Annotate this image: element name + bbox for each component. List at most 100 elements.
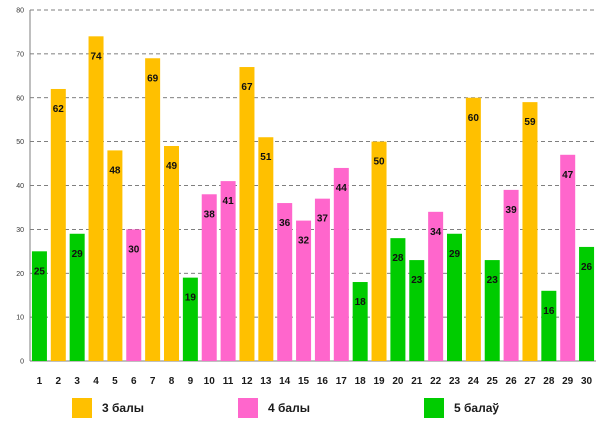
bar-10 bbox=[201, 194, 217, 361]
y-tick-label: 80 bbox=[16, 8, 24, 15]
bar-5 bbox=[107, 150, 123, 361]
legend-swatch-4 bbox=[238, 398, 258, 418]
x-tick-label: 2 bbox=[56, 376, 62, 387]
y-tick-label: 0 bbox=[20, 359, 24, 366]
x-tick-label: 6 bbox=[131, 376, 137, 387]
x-tick-label: 28 bbox=[543, 376, 555, 387]
data-label: 28 bbox=[392, 253, 404, 264]
x-tick-label: 11 bbox=[223, 376, 234, 387]
x-tick-label: 26 bbox=[506, 376, 518, 387]
legend-item-5: 5 балаў bbox=[424, 397, 499, 419]
legend-label-4: 4 балы bbox=[268, 401, 310, 415]
data-label: 44 bbox=[336, 183, 348, 194]
data-label: 39 bbox=[506, 205, 518, 216]
data-label: 50 bbox=[373, 157, 385, 168]
bar-15 bbox=[296, 220, 312, 361]
x-tick-label: 9 bbox=[188, 376, 194, 387]
x-tick-label: 3 bbox=[74, 376, 80, 387]
bar-18 bbox=[352, 282, 368, 361]
y-tick-label: 30 bbox=[16, 227, 24, 234]
bar-9 bbox=[182, 277, 198, 361]
bar-20 bbox=[390, 238, 406, 361]
data-label: 60 bbox=[468, 113, 480, 124]
data-label: 48 bbox=[109, 165, 121, 176]
data-labels: 25 62 29 74 48 30 69 49 19 38 41 67 51 36 32 37 44 18 50 28… bbox=[34, 51, 593, 316]
data-label: 38 bbox=[204, 209, 216, 220]
bar-26 bbox=[503, 189, 519, 361]
bar-30 bbox=[579, 246, 595, 361]
x-tick-label: 25 bbox=[487, 376, 499, 387]
data-label: 25 bbox=[34, 266, 46, 277]
x-tick-label: 27 bbox=[524, 376, 536, 387]
x-tick-label: 20 bbox=[392, 376, 404, 387]
bar-12 bbox=[239, 67, 255, 361]
x-tick-label: 16 bbox=[317, 376, 329, 387]
bar-14 bbox=[277, 203, 293, 361]
data-label: 74 bbox=[90, 51, 102, 62]
data-label: 47 bbox=[562, 170, 574, 181]
bar-8 bbox=[164, 146, 179, 361]
bar-13 bbox=[258, 137, 274, 361]
x-tick-label: 14 bbox=[279, 376, 291, 387]
x-tick-label: 18 bbox=[355, 376, 367, 387]
data-label: 34 bbox=[430, 227, 442, 238]
x-tick-label: 1 bbox=[37, 376, 43, 387]
data-label: 16 bbox=[543, 306, 555, 317]
x-tick-label: 7 bbox=[150, 376, 156, 387]
bar-2 bbox=[50, 88, 66, 361]
data-label: 30 bbox=[128, 244, 140, 255]
x-tick-label: 8 bbox=[169, 376, 175, 387]
legend-item-4: 4 балы bbox=[238, 397, 310, 419]
data-label: 29 bbox=[449, 249, 461, 260]
bar-21 bbox=[409, 260, 425, 361]
data-label: 49 bbox=[166, 161, 178, 172]
x-tick-label: 30 bbox=[581, 376, 593, 387]
data-label: 62 bbox=[53, 104, 65, 115]
x-tick-label: 15 bbox=[298, 376, 310, 387]
x-tick-label: 12 bbox=[241, 376, 253, 387]
y-tick-label: 40 bbox=[16, 183, 24, 190]
bar-29 bbox=[560, 154, 576, 361]
x-tick-label: 17 bbox=[336, 376, 348, 387]
x-tick-label: 24 bbox=[468, 376, 480, 387]
bar-17 bbox=[333, 167, 349, 361]
data-label: 67 bbox=[241, 82, 253, 93]
bar-7 bbox=[145, 58, 161, 361]
bar-24 bbox=[465, 97, 481, 361]
bar-6 bbox=[126, 229, 142, 361]
data-label: 32 bbox=[298, 236, 310, 247]
bar-27 bbox=[522, 102, 538, 361]
bar-23 bbox=[447, 233, 462, 361]
data-label: 19 bbox=[185, 293, 197, 304]
x-tick-label: 21 bbox=[411, 376, 423, 387]
x-tick-label: 23 bbox=[449, 376, 461, 387]
bar-16 bbox=[314, 198, 330, 361]
data-label: 37 bbox=[317, 214, 329, 225]
x-tick-label: 29 bbox=[562, 376, 574, 387]
gridlines bbox=[30, 9, 596, 318]
bar-28 bbox=[541, 290, 557, 361]
data-label: 23 bbox=[411, 275, 423, 286]
x-tick-label: 4 bbox=[93, 376, 99, 387]
legend-swatch-5 bbox=[424, 398, 444, 418]
bar-22 bbox=[428, 211, 444, 361]
y-tick-label: 50 bbox=[16, 139, 24, 146]
x-tick-label: 22 bbox=[430, 376, 442, 387]
bar-19 bbox=[371, 141, 387, 361]
data-label: 51 bbox=[260, 152, 272, 163]
data-label: 41 bbox=[223, 196, 235, 207]
bar-3 bbox=[69, 233, 85, 361]
data-label: 18 bbox=[355, 297, 367, 308]
x-tick-label: 13 bbox=[260, 376, 272, 387]
data-label: 36 bbox=[279, 218, 291, 229]
y-tick-label: 20 bbox=[16, 271, 24, 278]
bar-11 bbox=[220, 181, 236, 361]
data-label: 26 bbox=[581, 262, 593, 273]
data-label: 69 bbox=[147, 73, 159, 84]
data-label: 29 bbox=[72, 249, 84, 260]
legend-item-3: 3 балы bbox=[72, 397, 144, 419]
legend-label-5: 5 балаў bbox=[454, 401, 500, 415]
x-tick-label: 5 bbox=[112, 376, 118, 387]
